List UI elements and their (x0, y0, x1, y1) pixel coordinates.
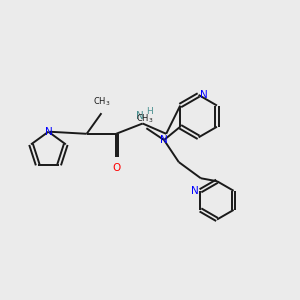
Text: O: O (112, 163, 120, 173)
Text: N: N (200, 90, 208, 100)
Text: H: H (146, 107, 152, 116)
Text: CH$_3$: CH$_3$ (136, 113, 154, 125)
Text: N: N (191, 186, 199, 196)
Text: N: N (160, 135, 168, 145)
Text: N: N (44, 127, 52, 137)
Text: N: N (136, 111, 144, 121)
Text: CH$_3$: CH$_3$ (93, 95, 110, 108)
